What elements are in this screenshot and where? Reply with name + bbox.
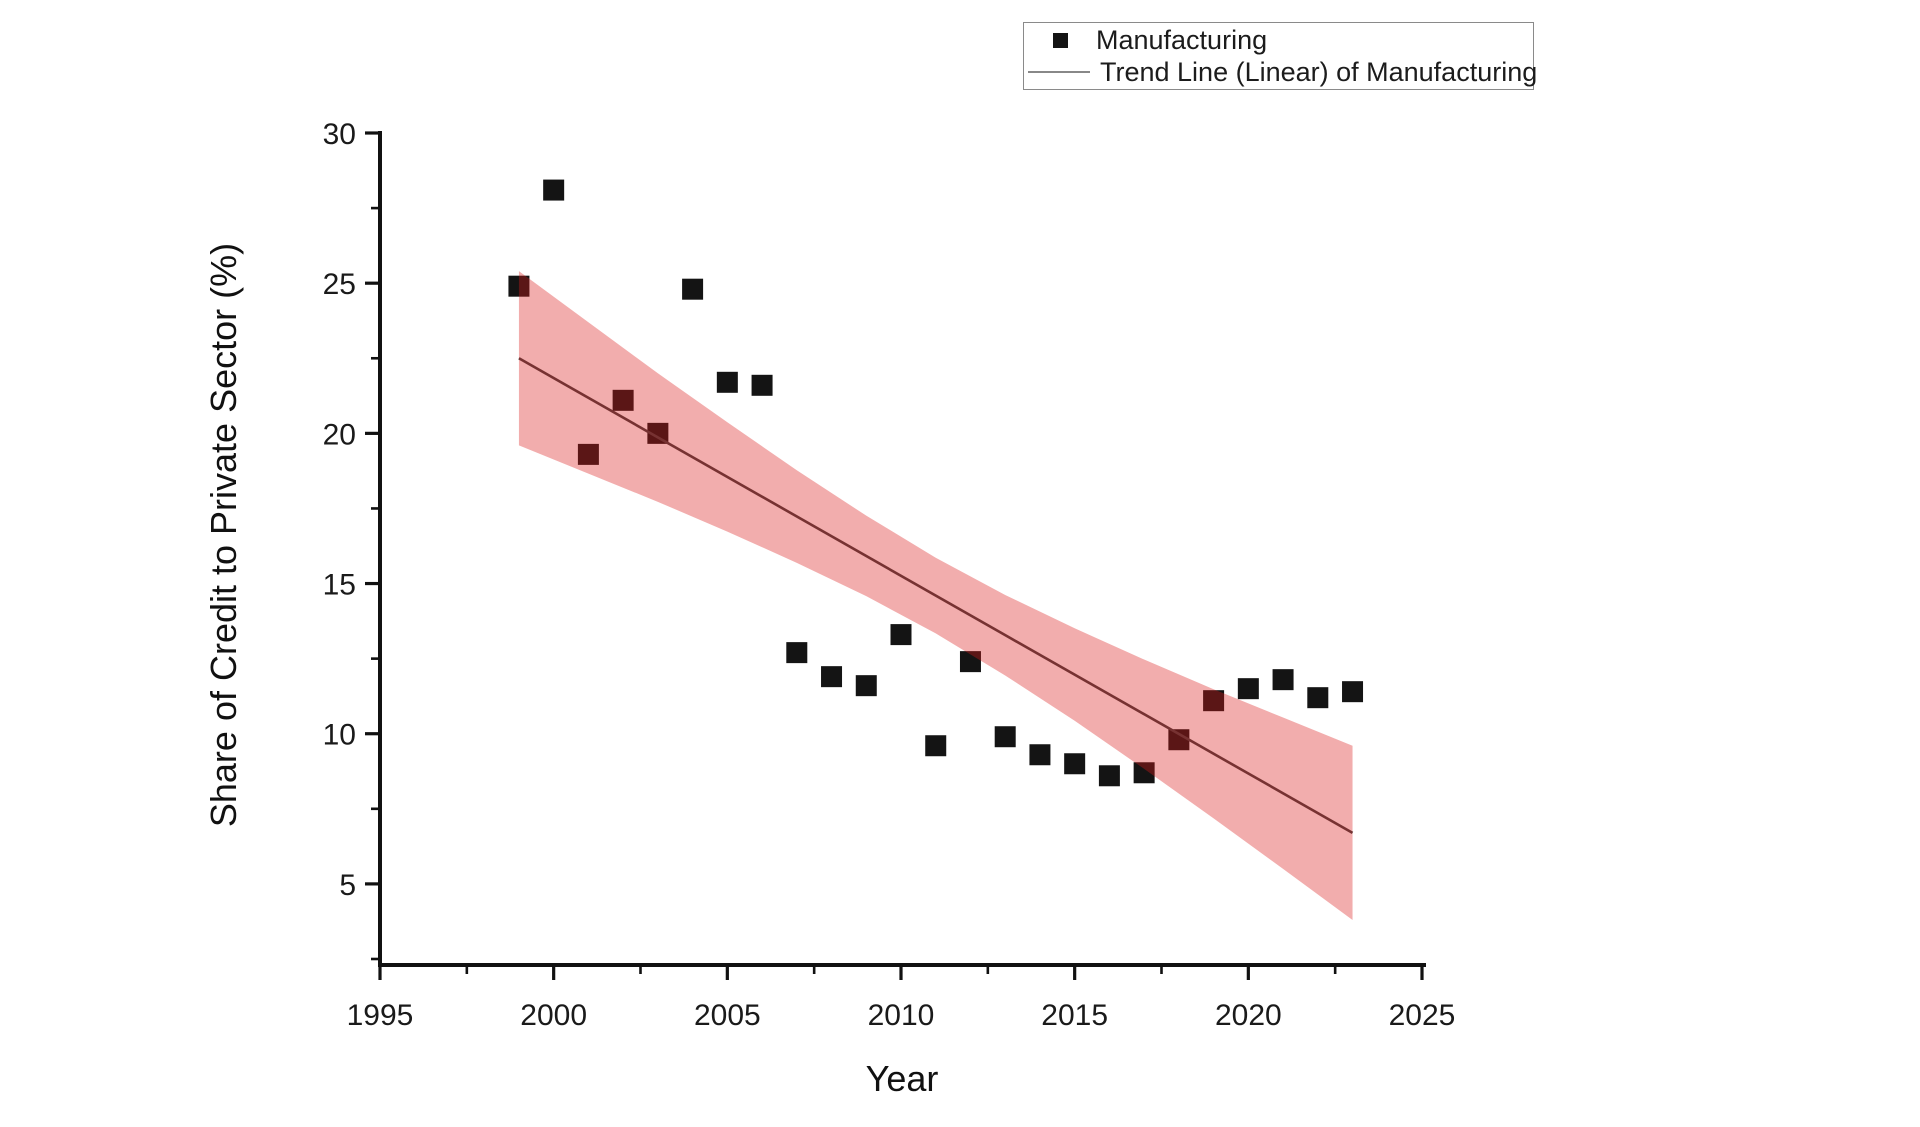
x-tick-label: 2005 [694, 999, 761, 1032]
square-marker-icon [1052, 32, 1068, 48]
data-point-2003 [647, 422, 669, 444]
axis-ticks [365, 131, 1424, 980]
x-tick-label: 2010 [868, 999, 935, 1032]
legend-swatch-area [1024, 32, 1096, 48]
y-axis-title: Share of Credit to Private Sector (%) [203, 242, 244, 828]
confidence-band [518, 271, 1353, 920]
data-point-2000 [543, 179, 565, 201]
data-point-2010 [890, 624, 912, 646]
data-point-2013 [994, 726, 1016, 748]
trend-line-icon [1028, 71, 1090, 73]
data-point-2011 [925, 735, 947, 757]
data-point-2007 [786, 642, 808, 664]
legend-entry-manufacturing: Manufacturing [1024, 24, 1525, 56]
trend-line [518, 357, 1354, 834]
x-tick-label: 2025 [1389, 999, 1456, 1032]
scatter-points [508, 179, 1364, 787]
legend-box: Manufacturing Trend Line (Linear) of Man… [1023, 22, 1537, 90]
data-point-2021 [1272, 669, 1294, 691]
x-axis-title: Year [865, 1058, 939, 1099]
data-point-2016 [1098, 765, 1120, 787]
data-point-2018 [1168, 729, 1190, 751]
y-tick-label: 5 [339, 869, 356, 902]
legend-swatch-area [1024, 71, 1100, 73]
x-tick-label: 2020 [1215, 999, 1282, 1032]
data-point-2019 [1203, 690, 1225, 712]
data-point-2023 [1342, 681, 1364, 703]
data-point-2020 [1237, 678, 1259, 700]
data-point-2006 [751, 374, 773, 396]
data-point-2008 [821, 666, 843, 688]
data-point-2015 [1064, 753, 1086, 775]
data-point-2004 [682, 278, 704, 300]
y-tick-label: 20 [323, 418, 356, 451]
data-point-2017 [1133, 762, 1155, 784]
y-tick-label: 10 [323, 719, 356, 752]
legend-label: Trend Line (Linear) of Manufacturing [1100, 57, 1538, 87]
x-tick-label: 2000 [520, 999, 587, 1032]
y-tick-label: 30 [323, 118, 356, 151]
data-point-2014 [1029, 744, 1051, 766]
data-point-2002 [612, 389, 634, 411]
y-tick-label: 25 [323, 268, 356, 301]
data-point-2005 [716, 371, 738, 393]
data-point-2022 [1307, 687, 1329, 709]
data-point-2012 [959, 651, 981, 673]
data-point-2001 [577, 443, 599, 465]
legend-label: Manufacturing [1096, 25, 1268, 55]
legend-entry-trend-line: Trend Line (Linear) of Manufacturing [1024, 56, 1537, 88]
data-point-2009 [855, 675, 877, 697]
data-point-1999 [508, 275, 530, 297]
y-tick-label: 15 [323, 569, 356, 602]
x-tick-label: 2015 [1041, 999, 1108, 1032]
x-tick-label: 1995 [347, 999, 414, 1032]
